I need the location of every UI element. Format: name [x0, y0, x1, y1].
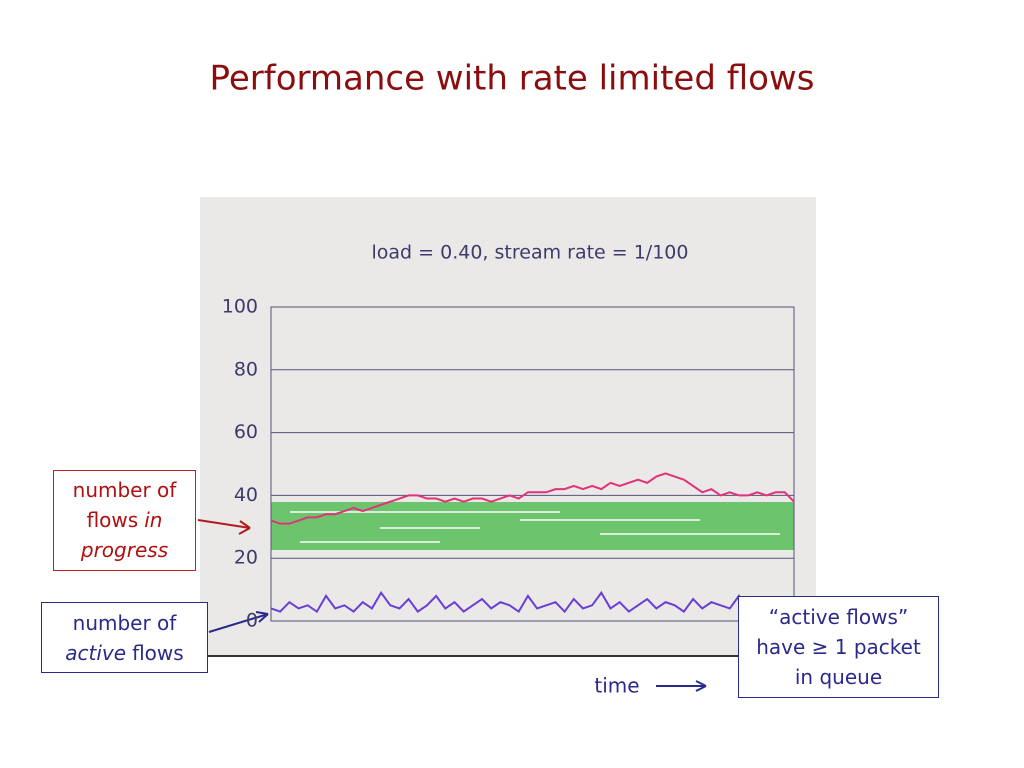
- note-in-progress: number of flows in progress: [53, 470, 196, 571]
- note-text: progress: [80, 538, 169, 562]
- time-arrow: [656, 680, 707, 692]
- arrow-head: [238, 520, 251, 535]
- arrow: [197, 519, 251, 529]
- y-tick-label: 20: [234, 547, 258, 569]
- chart-background: [200, 197, 816, 655]
- flow-band-gaps: [290, 511, 780, 543]
- arrow-head: [255, 611, 269, 623]
- note-text: number of: [72, 611, 177, 635]
- note-active: number of active flows: [41, 602, 208, 673]
- note-text: flows: [132, 641, 184, 665]
- time-label: time: [594, 674, 639, 698]
- note-text: flows: [86, 508, 139, 532]
- y-tick-label: 60: [234, 421, 258, 443]
- note-text: number of: [72, 478, 177, 502]
- series-line: [270, 472, 795, 525]
- note-queue: “active flows” have ≥ 1 packet in queue: [738, 596, 939, 698]
- chart-title: load = 0.40, stream rate = 1/100: [372, 242, 689, 264]
- slide-title: Performance with rate limited flows: [210, 59, 815, 99]
- y-tick-label: 100: [222, 296, 258, 318]
- y-tick-label: 0: [246, 610, 258, 632]
- arrow: [208, 613, 269, 633]
- note-text: have ≥ 1 packet: [756, 635, 921, 659]
- y-tick-label: 40: [234, 484, 258, 506]
- note-text: “active flows”: [768, 605, 909, 629]
- note-text: active: [65, 641, 127, 665]
- note-text: in queue: [794, 665, 883, 689]
- note-text: in: [144, 508, 163, 532]
- y-tick-label: 80: [234, 358, 258, 380]
- series-line: [270, 590, 795, 614]
